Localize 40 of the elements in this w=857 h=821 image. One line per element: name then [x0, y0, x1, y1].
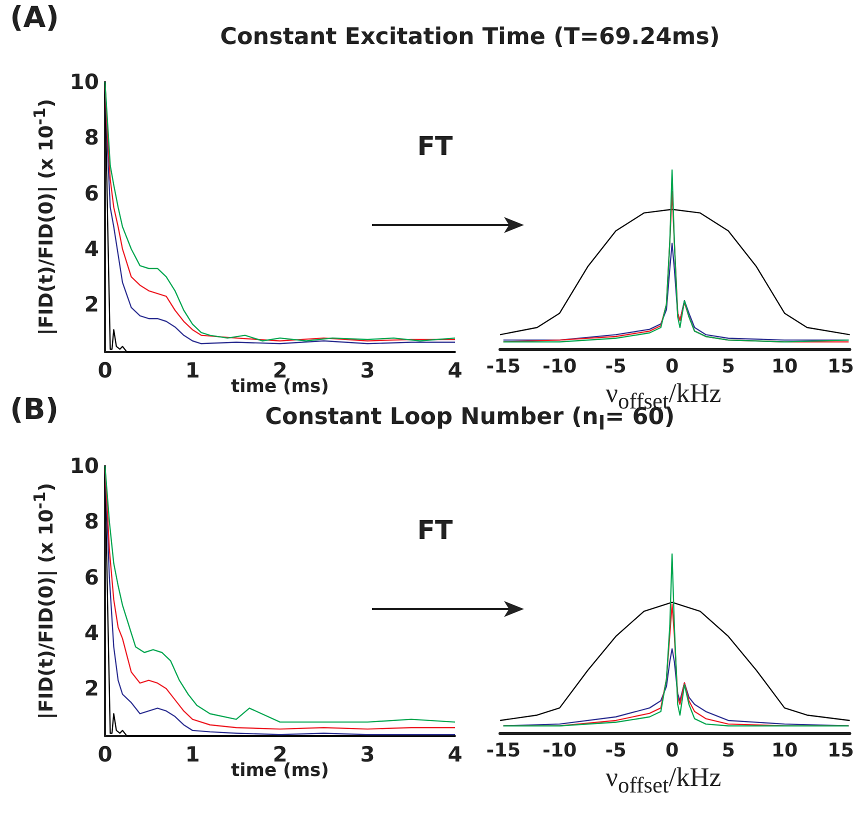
text: (A) — [10, 0, 59, 34]
x-tick-label: 15 — [828, 740, 854, 762]
x-tick-label: -15 — [486, 740, 521, 762]
y-tick-label: 4 — [84, 621, 99, 646]
y-tick-label: 8 — [84, 510, 99, 534]
y-tick-label: 10 — [70, 454, 99, 478]
x-axis-title: time (ms) — [231, 760, 329, 781]
x-tick-label: 0 — [665, 356, 679, 378]
text: (B) — [10, 392, 59, 426]
x-tick-label: 0 — [665, 740, 679, 762]
y-tick-label: 10 — [70, 70, 99, 94]
x-tick-label: 1 — [185, 742, 200, 766]
annotation: FT — [416, 516, 454, 546]
y-tick-label: 2 — [84, 676, 99, 701]
y-tick-label: 6 — [84, 181, 99, 206]
x-tick-label: 0 — [98, 358, 112, 382]
annotation: FT — [416, 132, 454, 162]
x-axis-title: ν$_{offset}$/kHz — [604, 762, 722, 800]
x-tick-label: 1 — [185, 358, 200, 382]
chart-title: Constant Excitation Time (T=69.24ms) — [219, 24, 721, 50]
x-tick-label: 5 — [722, 356, 735, 378]
x-tick-label: 3 — [360, 358, 375, 382]
x-tick-label: 10 — [771, 356, 798, 378]
x-tick-label: 4 — [448, 742, 462, 766]
x-tick-label: 10 — [771, 740, 798, 762]
x-tick-label: -15 — [486, 356, 521, 378]
y-tick-label: 2 — [84, 292, 99, 317]
x-tick-label: -10 — [542, 356, 577, 378]
x-tick-label: 3 — [360, 742, 375, 766]
x-axis-title: time (ms) — [231, 376, 329, 397]
x-tick-label: 15 — [828, 356, 854, 378]
x-tick-label: -10 — [542, 740, 577, 762]
x-tick-label: 4 — [448, 358, 462, 382]
y-tick-label: 4 — [84, 237, 99, 262]
x-tick-label: 0 — [98, 742, 112, 766]
x-tick-label: 5 — [722, 740, 735, 762]
x-tick-label: -5 — [605, 356, 626, 378]
y-tick-label: 8 — [84, 126, 99, 150]
y-tick-label: 6 — [84, 565, 99, 590]
x-tick-label: -5 — [605, 740, 626, 762]
